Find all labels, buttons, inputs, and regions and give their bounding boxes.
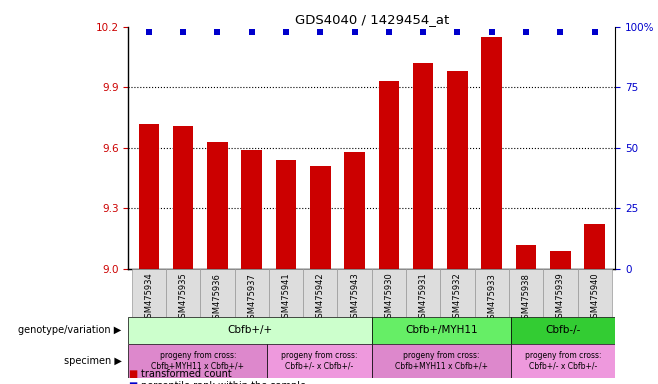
Text: genotype/variation ▶: genotype/variation ▶ <box>18 325 122 335</box>
Title: GDS4040 / 1429454_at: GDS4040 / 1429454_at <box>295 13 449 26</box>
Bar <box>241 150 262 269</box>
Text: GSM475931: GSM475931 <box>418 273 428 323</box>
Bar <box>166 269 200 317</box>
Text: GSM475939: GSM475939 <box>556 273 565 323</box>
Bar <box>378 81 399 269</box>
Bar <box>235 269 269 317</box>
Point <box>486 29 497 35</box>
Text: GSM475933: GSM475933 <box>488 273 496 323</box>
Bar <box>303 269 338 317</box>
Text: percentile rank within the sample: percentile rank within the sample <box>141 381 307 384</box>
Bar <box>269 269 303 317</box>
Text: GSM475932: GSM475932 <box>453 273 462 323</box>
Bar <box>128 317 372 344</box>
Bar <box>372 269 406 317</box>
Point <box>349 29 360 35</box>
Text: progeny from cross:
Cbfb+/- x Cbfb+/-: progeny from cross: Cbfb+/- x Cbfb+/- <box>525 351 601 371</box>
Point <box>315 29 326 35</box>
Point <box>452 29 463 35</box>
Bar <box>338 269 372 317</box>
Text: GSM475936: GSM475936 <box>213 273 222 323</box>
Point <box>418 29 428 35</box>
Bar <box>372 317 511 344</box>
Text: GSM475940: GSM475940 <box>590 273 599 323</box>
Text: GSM475943: GSM475943 <box>350 273 359 323</box>
Point <box>590 29 600 35</box>
Bar <box>128 344 267 378</box>
Bar <box>267 344 372 378</box>
Bar <box>447 71 468 269</box>
Text: GSM475942: GSM475942 <box>316 273 325 323</box>
Bar <box>440 269 474 317</box>
Text: progeny from cross:
Cbfb+MYH11 x Cbfb+/+: progeny from cross: Cbfb+MYH11 x Cbfb+/+ <box>151 351 244 371</box>
Point <box>281 29 291 35</box>
Bar <box>413 63 434 269</box>
Point <box>555 29 566 35</box>
Text: GSM475934: GSM475934 <box>144 273 153 323</box>
Bar <box>509 269 544 317</box>
Text: Cbfb+/+: Cbfb+/+ <box>228 325 272 335</box>
Text: Cbfb-/-: Cbfb-/- <box>545 325 581 335</box>
Bar <box>550 251 570 269</box>
Text: Cbfb+/MYH11: Cbfb+/MYH11 <box>405 325 478 335</box>
Text: progeny from cross:
Cbfb+MYH11 x Cbfb+/+: progeny from cross: Cbfb+MYH11 x Cbfb+/+ <box>395 351 488 371</box>
Text: ■: ■ <box>128 381 138 384</box>
Bar <box>482 37 502 269</box>
Bar <box>511 344 615 378</box>
Bar <box>132 269 166 317</box>
Text: ■: ■ <box>128 369 138 379</box>
Bar <box>200 269 235 317</box>
Point <box>212 29 222 35</box>
Text: transformed count: transformed count <box>141 369 232 379</box>
Bar <box>578 269 612 317</box>
Bar <box>276 160 296 269</box>
Bar <box>310 166 330 269</box>
Bar <box>406 269 440 317</box>
Bar <box>584 224 605 269</box>
Text: GSM475941: GSM475941 <box>282 273 291 323</box>
Text: progeny from cross:
Cbfb+/- x Cbfb+/-: progeny from cross: Cbfb+/- x Cbfb+/- <box>282 351 358 371</box>
Text: GSM475937: GSM475937 <box>247 273 256 323</box>
Bar <box>139 124 159 269</box>
Bar <box>474 269 509 317</box>
Bar <box>511 317 615 344</box>
Point <box>178 29 188 35</box>
Point <box>521 29 532 35</box>
Point <box>247 29 257 35</box>
Text: specimen ▶: specimen ▶ <box>64 356 122 366</box>
Point <box>384 29 394 35</box>
Bar <box>207 142 228 269</box>
Point <box>143 29 154 35</box>
Bar <box>344 152 365 269</box>
Bar <box>544 269 578 317</box>
Text: GSM475935: GSM475935 <box>179 273 188 323</box>
Bar <box>516 245 536 269</box>
Text: GSM475930: GSM475930 <box>384 273 393 323</box>
Text: GSM475938: GSM475938 <box>522 273 530 323</box>
Bar <box>173 126 193 269</box>
Bar <box>372 344 511 378</box>
